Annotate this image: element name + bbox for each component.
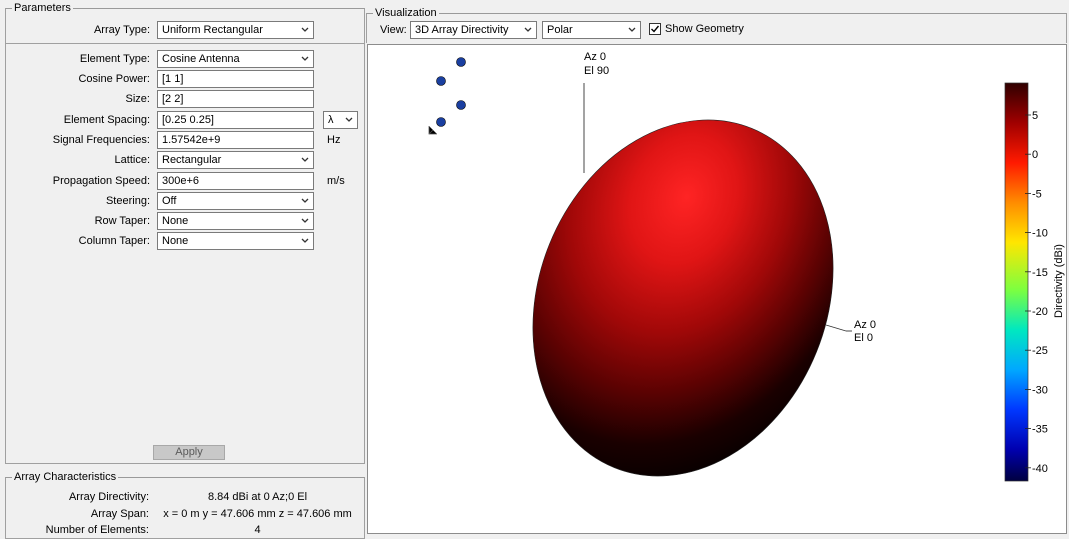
annotation-side-el: El 0 xyxy=(854,332,873,344)
number-of-elements-label: Number of Elements: xyxy=(45,524,149,536)
cosine-power-input[interactable]: [1 1] xyxy=(157,70,314,88)
column-taper-label: Column Taper: xyxy=(78,235,150,247)
signal-frequencies-label: Signal Frequencies: xyxy=(52,134,150,146)
annotation-top-az: Az 0 xyxy=(584,51,606,63)
element-spacing-label: Element Spacing: xyxy=(63,114,150,126)
speed-unit: m/s xyxy=(327,175,345,187)
colorbar-tick-label: 0 xyxy=(1032,149,1038,161)
axis-triad-icon xyxy=(428,126,437,135)
array-directivity-value: 8.84 dBi at 0 Az;0 El xyxy=(207,491,308,503)
array-type-select[interactable]: Uniform Rectangular xyxy=(157,21,314,39)
annotation-top-el: El 90 xyxy=(584,65,609,77)
array-element-marker xyxy=(456,57,466,67)
chevron-down-icon xyxy=(301,218,309,223)
column-taper-value: None xyxy=(162,235,189,247)
array-type-value: Uniform Rectangular xyxy=(162,24,263,36)
colorbar-tick-label: -40 xyxy=(1032,463,1048,475)
colorbar-ticks: 5 0 -5 -10 -15 -20 -25 -30 -35 -40 xyxy=(1025,110,1048,475)
polar-value: Polar xyxy=(547,24,573,36)
lattice-value: Rectangular xyxy=(162,154,222,166)
array-span-value: x = 0 m y = 47.606 mm z = 47.606 mm xyxy=(163,508,352,520)
view-select[interactable]: 3D Array Directivity xyxy=(410,21,537,39)
view-value: 3D Array Directivity xyxy=(415,24,509,36)
separator-line xyxy=(6,43,364,44)
annotation-side-az: Az 0 xyxy=(854,319,876,331)
plot-area[interactable]: Az 0 El 90 Az 0 El 0 5 0 -5 -10 -15 -20 -25 -30… xyxy=(367,44,1067,534)
size-input[interactable]: [2 2] xyxy=(157,90,314,108)
show-geometry-checkbox[interactable] xyxy=(649,23,661,35)
visualization-panel: Visualization xyxy=(366,6,1067,43)
element-type-label: Element Type: xyxy=(79,53,150,65)
chevron-down-icon xyxy=(301,238,309,243)
colorbar-label: Directivity (dBi) xyxy=(1053,244,1065,318)
visualization-title: Visualization xyxy=(373,6,439,20)
view-label: View: xyxy=(380,24,407,36)
show-geometry-label: Show Geometry xyxy=(665,23,744,35)
steering-value: Off xyxy=(162,195,177,207)
chevron-down-icon xyxy=(301,198,309,203)
row-taper-label: Row Taper: xyxy=(94,215,150,227)
steering-label: Steering: xyxy=(105,195,150,207)
spacing-unit-select[interactable]: λ xyxy=(323,111,358,129)
colorbar xyxy=(1004,82,1029,482)
row-taper-value: None xyxy=(162,215,189,227)
parameters-panel: Parameters xyxy=(5,1,365,464)
chevron-down-icon xyxy=(301,157,309,162)
array-element-marker xyxy=(436,76,446,86)
checkmark-icon xyxy=(651,25,660,33)
chevron-down-icon xyxy=(301,56,309,61)
array-characteristics-title: Array Characteristics xyxy=(12,470,119,484)
colorbar-tick-label: -35 xyxy=(1032,424,1048,436)
element-type-value: Cosine Antenna xyxy=(162,53,240,65)
propagation-speed-label: Propagation Speed: xyxy=(52,175,150,187)
cosine-power-label: Cosine Power: xyxy=(78,73,150,85)
colorbar-tick-label: -10 xyxy=(1032,228,1048,240)
chevron-down-icon xyxy=(345,117,353,122)
element-type-select[interactable]: Cosine Antenna xyxy=(157,50,314,68)
colorbar-tick-label: -5 xyxy=(1032,188,1042,200)
array-span-label: Array Span: xyxy=(90,508,149,520)
propagation-speed-input[interactable]: 300e+6 xyxy=(157,172,314,190)
lattice-select[interactable]: Rectangular xyxy=(157,151,314,169)
colorbar-tick-label: -15 xyxy=(1032,267,1048,279)
array-directivity-label: Array Directivity: xyxy=(68,491,149,503)
lattice-label: Lattice: xyxy=(114,154,150,166)
size-label: Size: xyxy=(125,93,150,105)
chevron-down-icon xyxy=(628,27,636,32)
frequency-unit: Hz xyxy=(327,134,341,146)
signal-frequencies-input[interactable]: 1.57542e+9 xyxy=(157,131,314,149)
element-spacing-input[interactable]: [0.25 0.25] xyxy=(157,111,314,129)
parameters-title: Parameters xyxy=(12,1,73,15)
row-taper-select[interactable]: None xyxy=(157,212,314,230)
radiation-lobe[interactable] xyxy=(481,74,885,521)
column-taper-select[interactable]: None xyxy=(157,232,314,250)
colorbar-tick-label: 5 xyxy=(1032,110,1038,122)
number-of-elements-value: 4 xyxy=(254,524,261,536)
array-element-marker xyxy=(456,100,466,110)
colorbar-tick-label: -25 xyxy=(1032,345,1048,357)
polar-select[interactable]: Polar xyxy=(542,21,641,39)
colorbar-tick-label: -30 xyxy=(1032,384,1048,396)
chevron-down-icon xyxy=(301,27,309,32)
array-type-label: Array Type: xyxy=(93,24,150,36)
apply-button[interactable]: Apply xyxy=(153,445,225,460)
chevron-down-icon xyxy=(524,27,532,32)
array-element-marker xyxy=(436,117,446,127)
spacing-unit-value: λ xyxy=(328,114,334,126)
colorbar-tick-label: -20 xyxy=(1032,306,1048,318)
annotation-line-side xyxy=(825,324,847,332)
directivity-plot[interactable]: Az 0 El 90 Az 0 El 0 5 0 -5 -10 -15 -20 -25 -30… xyxy=(368,45,1066,533)
steering-select[interactable]: Off xyxy=(157,192,314,210)
